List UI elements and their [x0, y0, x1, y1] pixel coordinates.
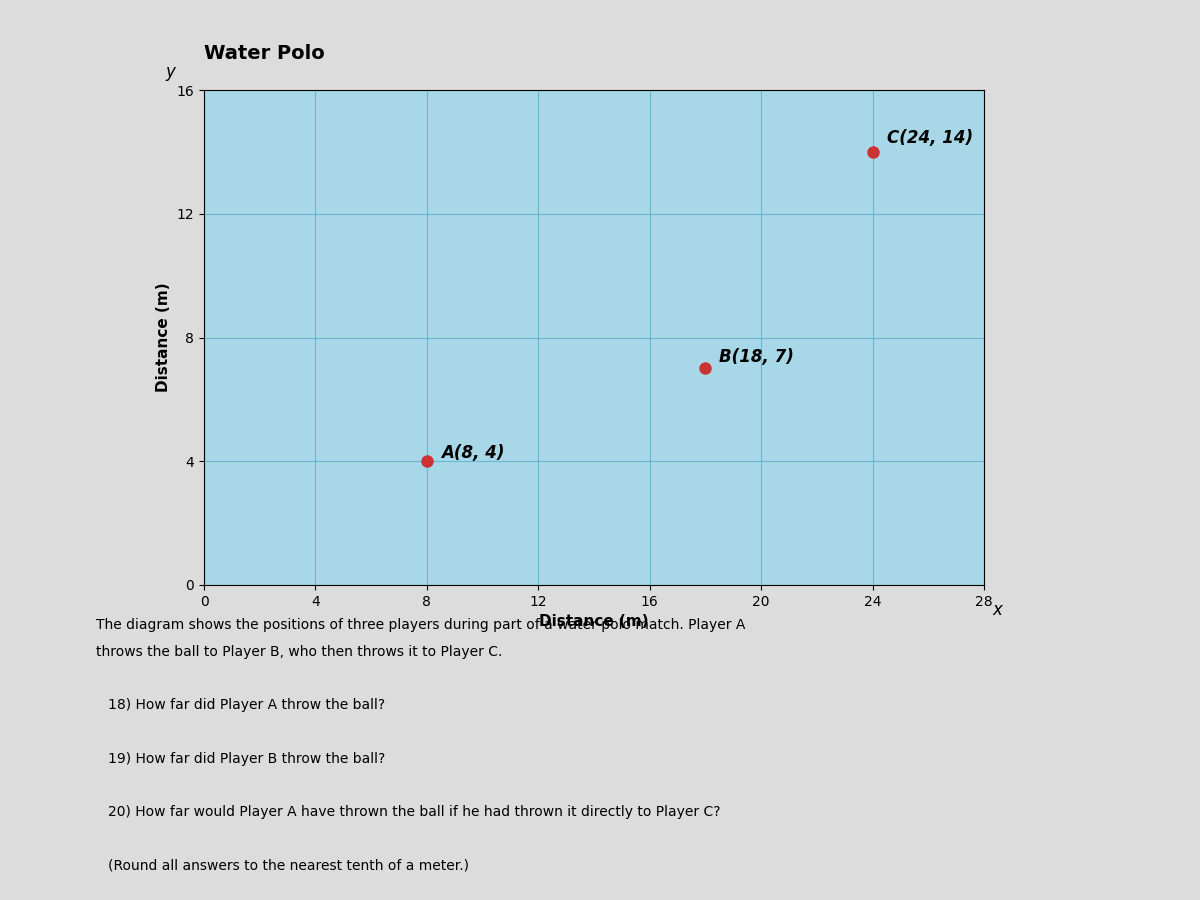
Text: Water Polo: Water Polo	[204, 44, 325, 63]
Text: y: y	[166, 63, 175, 81]
Text: throws the ball to Player B, who then throws it to Player C.: throws the ball to Player B, who then th…	[96, 644, 503, 659]
Text: B(18, 7): B(18, 7)	[719, 348, 794, 366]
Y-axis label: Distance (m): Distance (m)	[156, 283, 170, 392]
Text: (Round all answers to the nearest tenth of a meter.): (Round all answers to the nearest tenth …	[108, 859, 469, 872]
Text: A(8, 4): A(8, 4)	[440, 445, 504, 463]
X-axis label: Distance (m): Distance (m)	[539, 615, 649, 629]
Text: 18) How far did Player A throw the ball?: 18) How far did Player A throw the ball?	[108, 698, 385, 712]
Text: C(24, 14): C(24, 14)	[887, 129, 973, 147]
Text: x: x	[992, 601, 1002, 619]
Text: The diagram shows the positions of three players during part of a water polo mat: The diagram shows the positions of three…	[96, 617, 745, 632]
Text: 20) How far would Player A have thrown the ball if he had thrown it directly to : 20) How far would Player A have thrown t…	[108, 805, 720, 819]
Text: 19) How far did Player B throw the ball?: 19) How far did Player B throw the ball?	[108, 752, 385, 766]
